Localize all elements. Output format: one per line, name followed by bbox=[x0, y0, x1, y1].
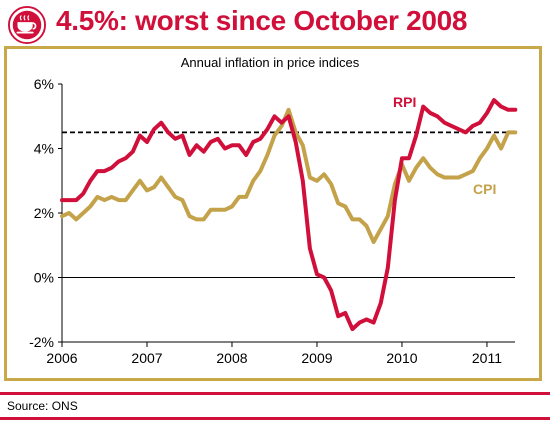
series-line-rpi bbox=[60, 98, 518, 332]
series-label-rpi: RPI bbox=[393, 94, 416, 110]
x-tick-label: 2008 bbox=[216, 350, 247, 366]
y-tick-label: 6% bbox=[34, 76, 54, 92]
x-tick-label: 2011 bbox=[472, 350, 502, 366]
y-tick-label: -2% bbox=[29, 334, 54, 350]
header: 4.5%: worst since October 2008 bbox=[0, 0, 550, 46]
x-tick-label: 2006 bbox=[46, 350, 77, 366]
chart-frame: Annual inflation in price indices 6% 4% 2%… bbox=[4, 46, 542, 381]
chart-axes: 6% 4% 2% 0% -2%2006 2007 2008 2009 2010 2011 bbox=[29, 76, 515, 366]
teacup-logo-icon bbox=[8, 6, 46, 44]
chart-title: Annual inflation in price indices bbox=[181, 55, 360, 70]
footer-divider-bottom bbox=[0, 417, 550, 420]
series-line-cpi bbox=[60, 107, 518, 244]
x-tick-label: 2007 bbox=[131, 350, 162, 366]
page-title: 4.5%: worst since October 2008 bbox=[56, 5, 468, 36]
x-tick-label: 2010 bbox=[386, 350, 417, 366]
y-tick-label: 0% bbox=[34, 270, 54, 286]
y-tick-label: 2% bbox=[34, 205, 54, 221]
chart-series bbox=[60, 98, 518, 332]
y-tick-label: 4% bbox=[34, 141, 54, 157]
footer-divider-top bbox=[0, 392, 550, 395]
series-labels: RPI CPI bbox=[393, 94, 496, 197]
series-label-cpi: CPI bbox=[473, 181, 496, 197]
source-note: Source: ONS bbox=[7, 399, 78, 413]
x-tick-label: 2009 bbox=[301, 350, 332, 366]
inflation-chart: Annual inflation in price indices 6% 4% 2%… bbox=[29, 55, 518, 366]
